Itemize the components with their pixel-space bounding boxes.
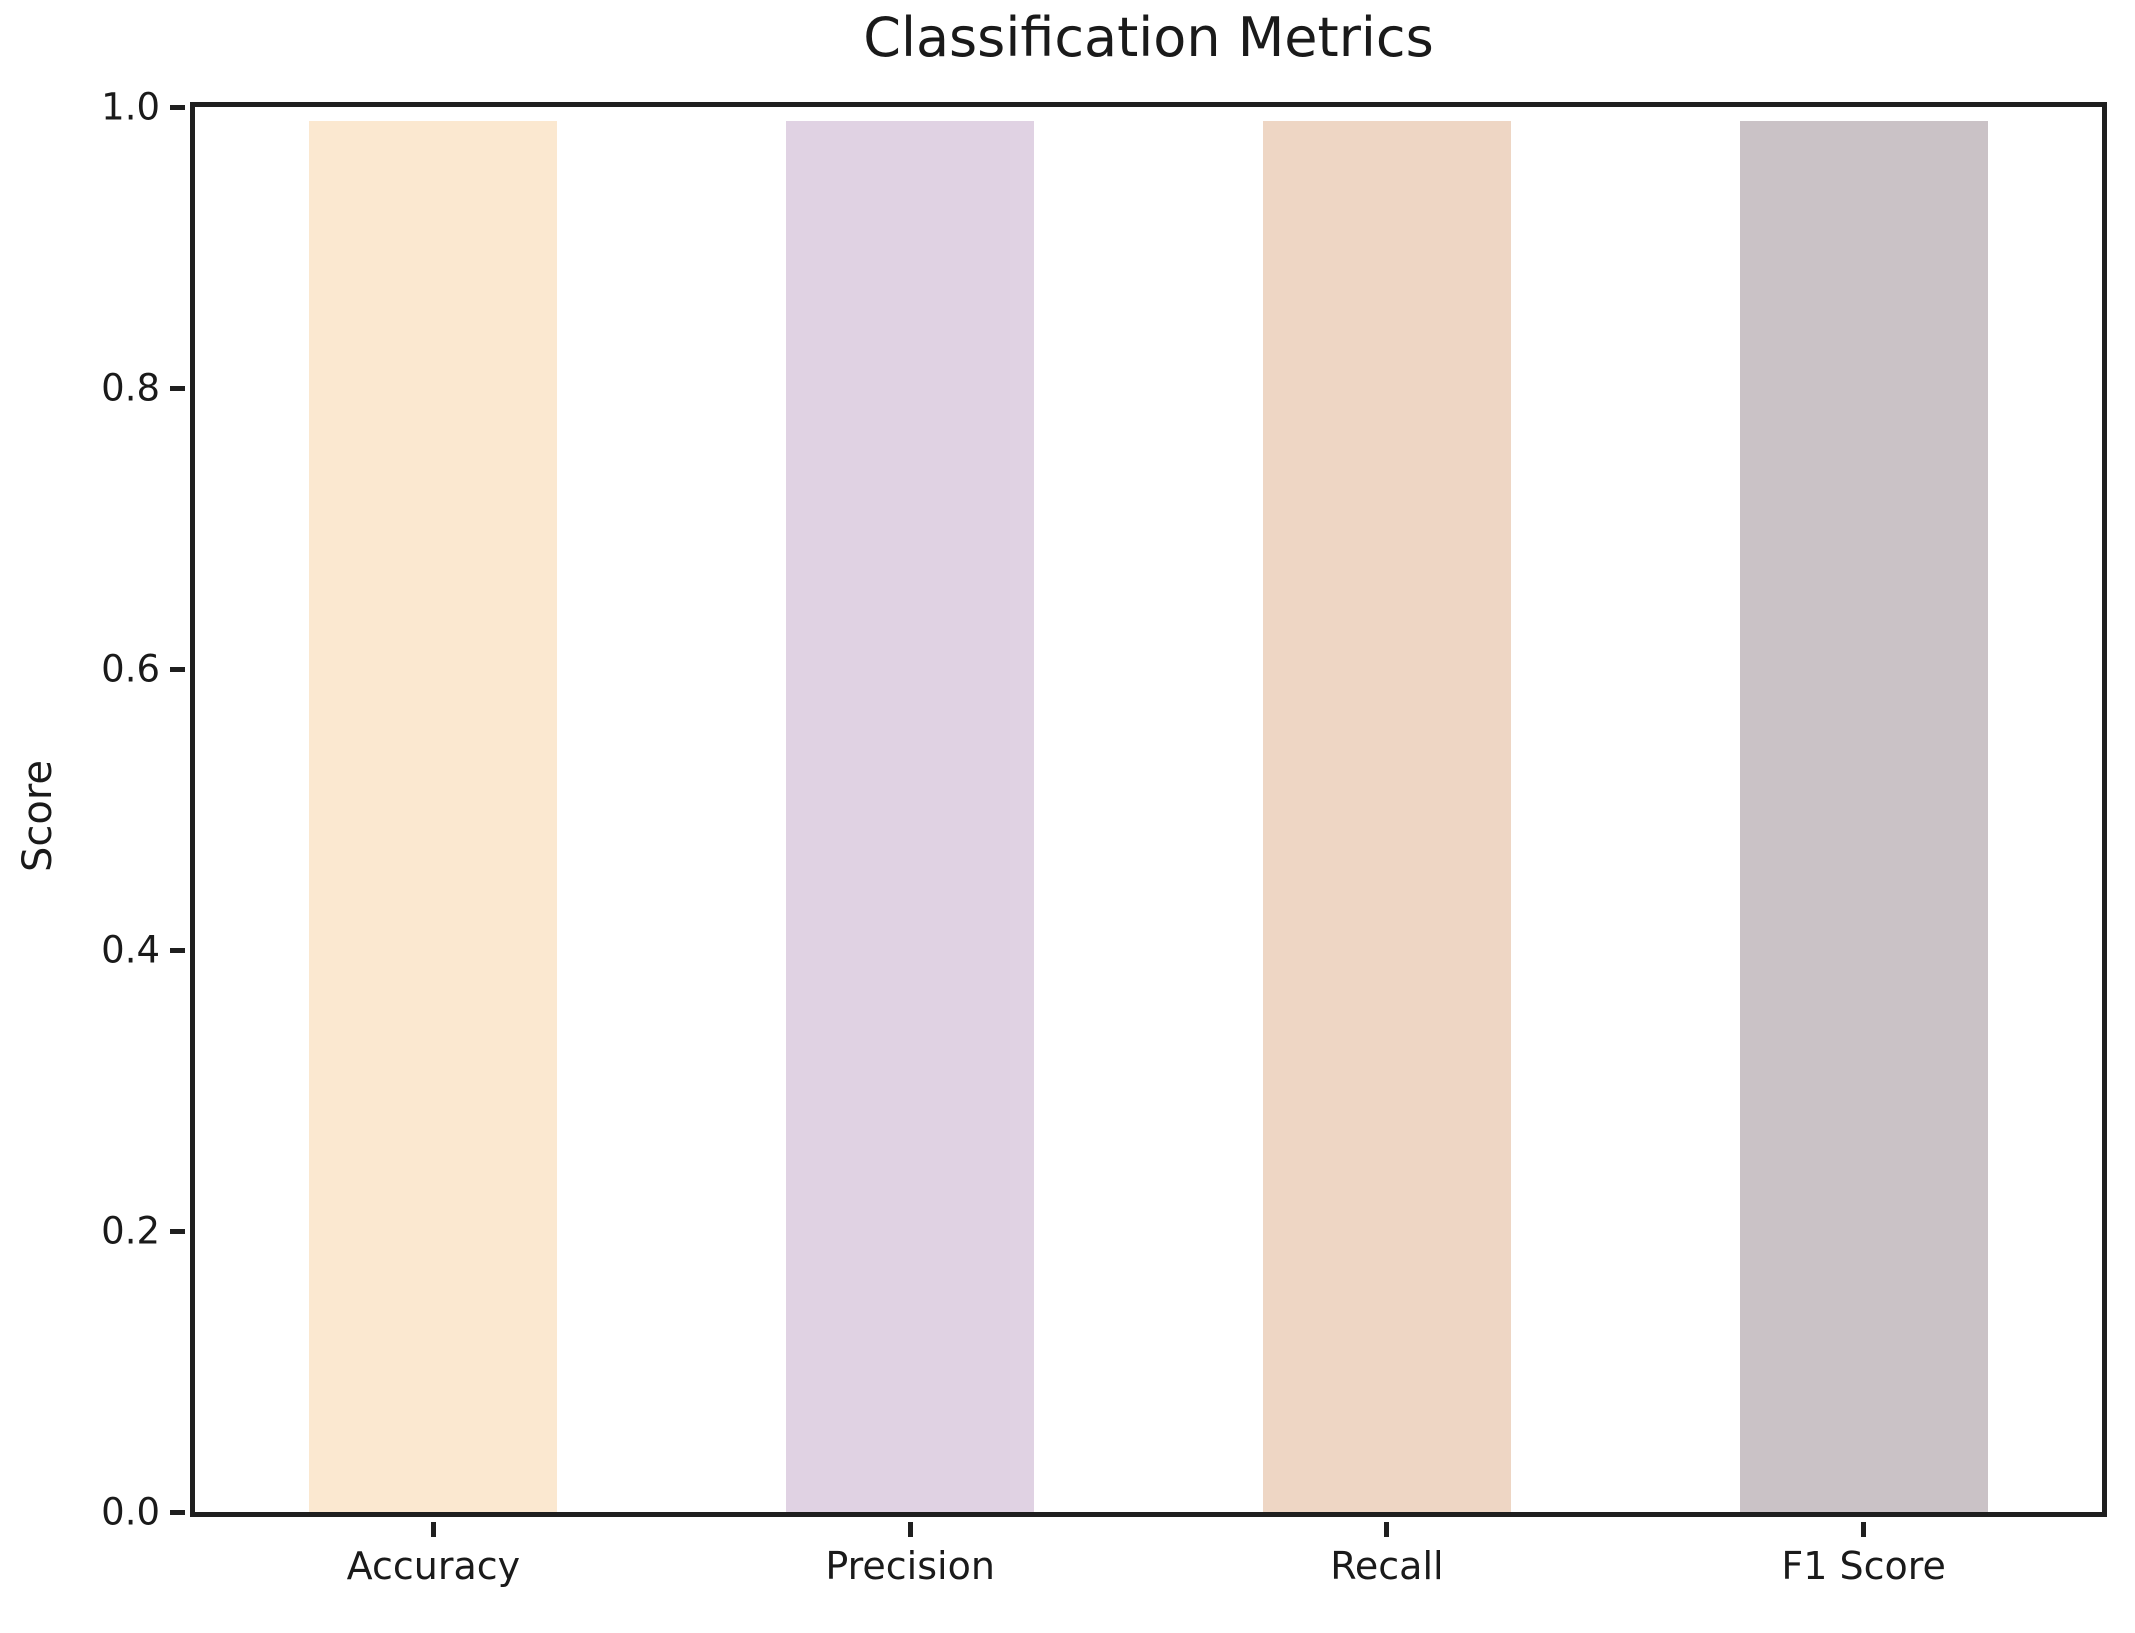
x-tick-mark: [1384, 1522, 1390, 1537]
y-tick-label: 0.2: [101, 1209, 160, 1253]
y-tick-mark: [170, 1509, 185, 1515]
y-axis-label: Score: [15, 759, 61, 873]
y-tick-mark: [170, 666, 185, 672]
y-tick-label: 0.8: [101, 366, 160, 410]
y-tick-label: 1.0: [101, 85, 160, 129]
x-tick-label-accuracy: Accuracy: [346, 1544, 521, 1588]
y-tick-mark: [170, 385, 185, 391]
chart-title: Classification Metrics: [863, 6, 1434, 69]
x-tick-mark: [1861, 1522, 1867, 1537]
x-tick-label-f1-score: F1 Score: [1781, 1544, 1946, 1588]
x-tick-label-recall: Recall: [1330, 1544, 1444, 1588]
y-tick-label: 0.6: [101, 647, 160, 691]
y-tick-label: 0.0: [101, 1490, 160, 1534]
bar-f1-score: [1739, 121, 1988, 1512]
bar-recall: [1262, 121, 1511, 1512]
y-tick-label: 0.4: [101, 928, 160, 972]
bar-precision: [786, 121, 1035, 1512]
y-tick-mark: [170, 104, 185, 110]
bar-accuracy: [309, 121, 558, 1512]
x-tick-label-precision: Precision: [825, 1544, 995, 1588]
y-tick-mark: [170, 1228, 185, 1234]
x-tick-mark: [430, 1522, 436, 1537]
y-tick-mark: [170, 947, 185, 953]
plot-area: 0.0 0.2 0.4 0.6 0.8 1.0 Accuracy Precision Recal…: [101, 86, 2107, 1588]
x-tick-mark: [907, 1522, 913, 1537]
